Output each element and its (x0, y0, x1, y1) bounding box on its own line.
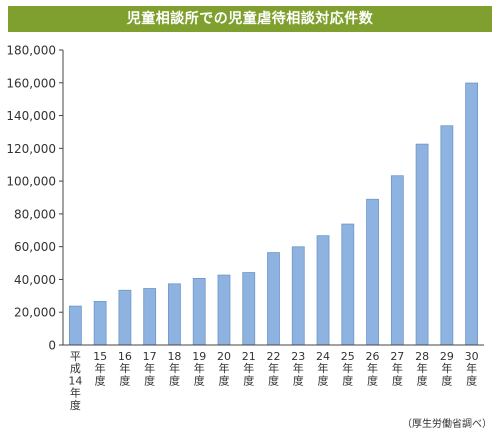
y-tick-label: 160,000 (6, 76, 56, 90)
y-tick-label: 80,000 (14, 207, 56, 221)
bar (143, 288, 157, 346)
bar (341, 223, 355, 346)
bar (192, 277, 206, 346)
x-tick-label: 17 年度 (143, 350, 157, 387)
bar (93, 301, 107, 346)
y-tick-label: 180,000 (6, 44, 56, 58)
x-tick-label: 22 年度 (267, 350, 281, 387)
x-tick-label: 20 年度 (217, 350, 231, 387)
x-tick-label: 28 年度 (415, 350, 429, 387)
bar (68, 305, 82, 346)
bar (316, 235, 330, 346)
bar (415, 143, 429, 346)
y-tick-label: 120,000 (6, 142, 56, 156)
y-tick-label: 40,000 (14, 273, 56, 287)
bar (118, 289, 132, 346)
bar (168, 283, 181, 346)
x-tick-label: 平成 14 年度 (68, 350, 82, 412)
x-tick-label: 24 年度 (316, 350, 330, 387)
bar (267, 252, 280, 346)
x-tick-label: 21 年度 (242, 350, 256, 387)
x-tick-label: 23 年度 (291, 350, 305, 387)
chart-title: 児童相談所での児童虐待相談対応件数 (8, 6, 492, 32)
y-tick-label: 20,000 (14, 306, 56, 320)
source-note: （厚生労働省調べ） (402, 419, 492, 430)
bar (366, 198, 379, 346)
x-tick-label: 27 年度 (390, 350, 404, 387)
x-tick-label: 29 年度 (440, 350, 454, 387)
y-tick-label: 100,000 (6, 175, 56, 189)
x-tick-label: 15 年度 (93, 350, 107, 387)
y-tick-label: 0 (48, 339, 56, 353)
x-tick-label: 25 年度 (341, 350, 355, 387)
bar (390, 175, 404, 346)
x-tick-label: 26 年度 (366, 350, 380, 387)
bar (242, 272, 256, 346)
x-tick-label: 19 年度 (192, 350, 206, 387)
bar (440, 125, 454, 346)
x-tick-label: 16 年度 (118, 350, 132, 387)
y-tick-label: 140,000 (6, 109, 56, 123)
x-axis: 平成 14 年度 15 年度 16 年度 17 年度 18 年度 19 年度 20 年度 21 年度 22 年度 23… (63, 344, 484, 412)
bar (217, 274, 231, 346)
bar (291, 246, 305, 346)
y-axis: 0 20,000 40,000 60,000 80,000 100,000 120,000 1… (6, 44, 64, 353)
bars (68, 82, 479, 346)
x-tick-label: 18 年度 (167, 350, 181, 387)
x-tick-label: 30 年度 (465, 350, 479, 387)
bar (465, 82, 479, 346)
y-tick-label: 60,000 (14, 240, 56, 254)
